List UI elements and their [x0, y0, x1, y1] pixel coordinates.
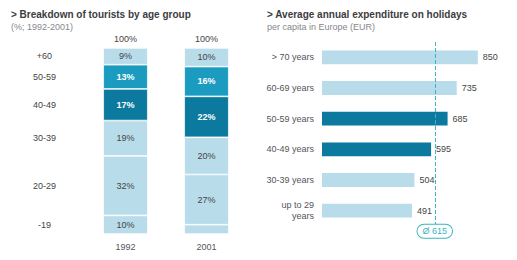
svg-text:per capita in Europe (EUR): per capita in Europe (EUR): [267, 22, 375, 32]
svg-text:> Breakdown of tourists by age: > Breakdown of tourists by age group: [11, 9, 191, 20]
svg-text:(%; 1992-2001): (%; 1992-2001): [11, 22, 73, 32]
svg-text:40-49 years: 40-49 years: [266, 144, 314, 154]
svg-text:> 70 years: > 70 years: [272, 52, 315, 62]
svg-text:10%: 10%: [116, 220, 134, 230]
svg-text:30-39: 30-39: [33, 133, 56, 143]
svg-text:685: 685: [453, 114, 468, 124]
svg-text:17%: 17%: [116, 100, 134, 110]
svg-text:-19: -19: [38, 220, 51, 230]
svg-text:50-59: 50-59: [33, 72, 56, 82]
svg-text:850: 850: [483, 52, 498, 62]
svg-text:16%: 16%: [197, 76, 215, 86]
svg-text:20%: 20%: [197, 151, 215, 161]
svg-text:2001: 2001: [196, 242, 216, 252]
svg-text:+60: +60: [37, 51, 52, 61]
svg-text:1992: 1992: [115, 242, 135, 252]
svg-text:13%: 13%: [116, 72, 134, 82]
svg-text:735: 735: [462, 83, 477, 93]
svg-text:100%: 100%: [114, 34, 137, 44]
svg-text:19%: 19%: [116, 133, 134, 143]
svg-text:20-29: 20-29: [33, 181, 56, 191]
svg-text:27%: 27%: [197, 195, 215, 205]
svg-text:> Average annual expenditure o: > Average annual expenditure on holidays: [267, 9, 468, 20]
svg-text:10%: 10%: [197, 52, 215, 62]
svg-text:up to 29: up to 29: [281, 200, 314, 210]
svg-text:22%: 22%: [197, 112, 215, 122]
svg-text:60-69 years: 60-69 years: [266, 83, 314, 93]
svg-text:50-59 years: 50-59 years: [266, 114, 314, 124]
svg-text:491: 491: [417, 206, 432, 216]
svg-text:504: 504: [419, 175, 434, 185]
svg-text:40-49: 40-49: [33, 100, 56, 110]
svg-text:Ø 615: Ø 615: [422, 226, 447, 236]
svg-text:32%: 32%: [116, 181, 134, 191]
svg-text:9%: 9%: [119, 51, 132, 61]
svg-text:100%: 100%: [195, 34, 218, 44]
svg-text:years: years: [292, 211, 315, 221]
svg-text:595: 595: [436, 144, 451, 154]
svg-text:30-39 years: 30-39 years: [266, 175, 314, 185]
